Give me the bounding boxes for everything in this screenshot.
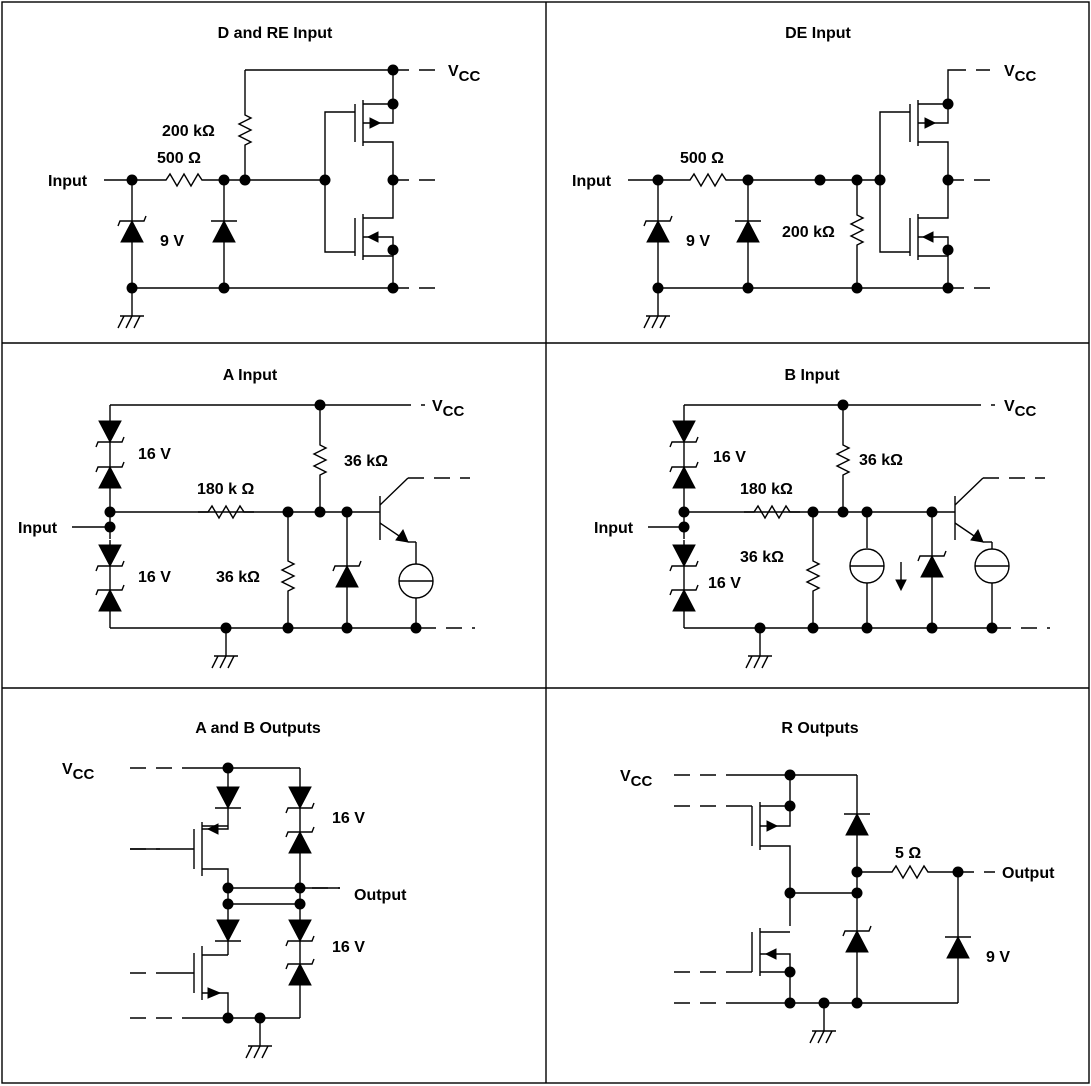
zener-label: 16 V <box>708 575 741 592</box>
input-label: Input <box>572 173 612 190</box>
output-label: Output <box>1002 865 1055 882</box>
zener-label: 9 V <box>160 233 184 250</box>
input-label: Input <box>18 520 58 537</box>
svg-text:VCC: VCC <box>1004 398 1037 420</box>
zener-label: 16 V <box>332 939 365 956</box>
panel-title: A Input <box>223 367 278 384</box>
resistor-label: 200 kΩ <box>782 224 835 241</box>
resistor-label: 200 kΩ <box>162 123 215 140</box>
zener-label: 16 V <box>138 569 171 586</box>
resistor-label: 36 kΩ <box>216 569 260 586</box>
resistor-label: 180 k Ω <box>197 481 254 498</box>
resistor-label: 36 kΩ <box>859 452 903 469</box>
panel-de-input: DE Input <box>572 25 1037 329</box>
zener-label: 16 V <box>713 449 746 466</box>
resistor-label: 500 Ω <box>157 150 201 167</box>
panel-r-outputs: R Outputs <box>620 720 1055 1044</box>
panel-ab-outputs: A and B Outputs <box>62 720 407 1059</box>
panel-title: R Outputs <box>781 720 858 737</box>
panel-b-input: B Input <box>594 367 1050 669</box>
resistor-label: 180 kΩ <box>740 481 793 498</box>
zener-label: 16 V <box>332 810 365 827</box>
panel-d-re-input: D and RE Input <box>48 25 481 329</box>
resistor-label: 36 kΩ <box>740 549 784 566</box>
zener-label: 16 V <box>138 446 171 463</box>
input-label: Input <box>48 173 88 190</box>
resistor-label: 5 Ω <box>895 845 921 862</box>
panel-title: D and RE Input <box>218 25 333 42</box>
output-label: Output <box>354 887 407 904</box>
zener-label: 9 V <box>986 949 1010 966</box>
panel-a-input: A Input <box>18 367 475 669</box>
panel-title: DE Input <box>785 25 851 42</box>
resistor-label: 500 Ω <box>680 150 724 167</box>
zener-label: 9 V <box>686 233 710 250</box>
svg-text:VCC: VCC <box>432 398 465 420</box>
svg-text:VCC: VCC <box>448 63 481 85</box>
resistor-label: 36 kΩ <box>344 453 388 470</box>
panel-title: B Input <box>784 367 840 384</box>
svg-text:VCC: VCC <box>62 761 95 783</box>
svg-text:VCC: VCC <box>1004 63 1037 85</box>
input-label: Input <box>594 520 634 537</box>
panel-title: A and B Outputs <box>195 720 321 737</box>
svg-text:VCC: VCC <box>620 768 653 790</box>
